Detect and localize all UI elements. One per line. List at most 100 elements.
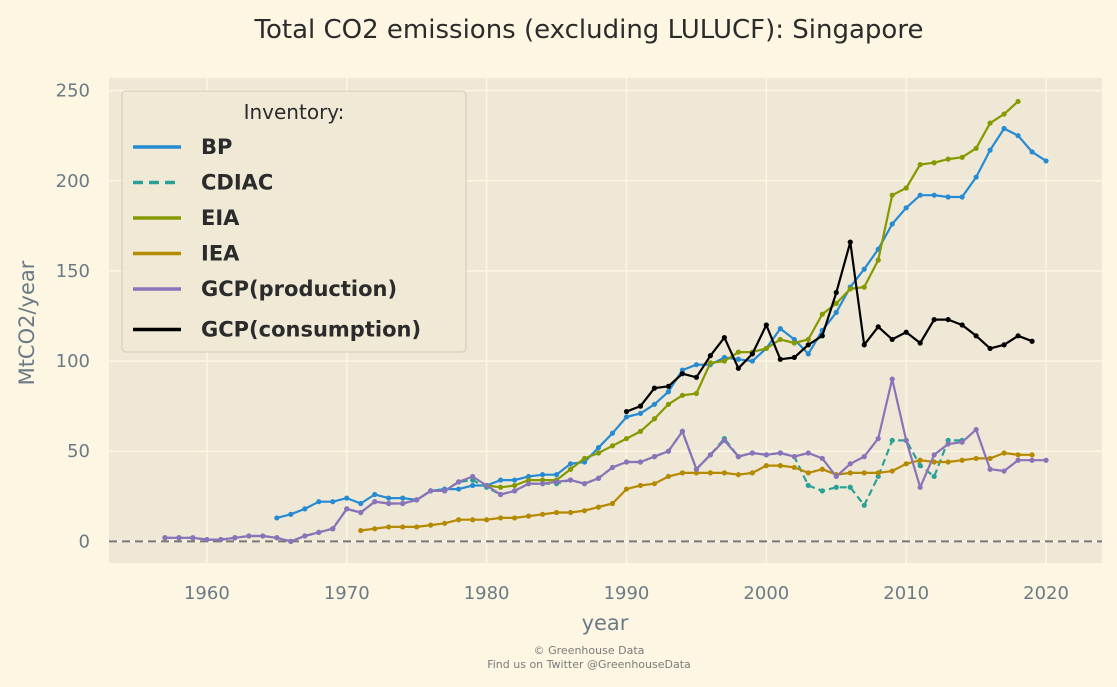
- data-point: [246, 533, 252, 539]
- data-point: [931, 473, 937, 480]
- data-point: [707, 360, 713, 366]
- data-point: [875, 435, 881, 442]
- data-point: [274, 535, 280, 541]
- data-point: [595, 445, 602, 451]
- data-point: [609, 500, 616, 507]
- data-point: [637, 410, 644, 416]
- data-point: [917, 340, 923, 346]
- data-point: [288, 538, 294, 544]
- data-point: [232, 535, 238, 541]
- data-point: [372, 499, 378, 505]
- data-point: [651, 385, 658, 391]
- data-point: [973, 145, 979, 151]
- data-point: [623, 414, 630, 420]
- y-tick-label: 200: [56, 171, 90, 192]
- legend-item-eia: EIA: [133, 206, 240, 230]
- x-tick-label: 1980: [464, 583, 510, 604]
- data-point: [693, 362, 700, 368]
- y-tick-labels: 0 50 100 150 200 250: [56, 81, 90, 553]
- data-point: [442, 520, 448, 526]
- data-point: [358, 509, 364, 516]
- data-point: [959, 439, 965, 445]
- y-tick-label: 100: [56, 351, 90, 372]
- data-point: [595, 450, 602, 456]
- data-point: [637, 403, 644, 409]
- x-tick-label: 2010: [883, 583, 929, 604]
- data-point: [1043, 158, 1049, 164]
- data-point: [903, 329, 909, 335]
- data-point: [581, 481, 588, 487]
- data-point: [721, 470, 727, 476]
- data-point: [931, 160, 937, 166]
- data-point: [651, 454, 658, 460]
- data-point: [973, 333, 979, 339]
- data-point: [428, 522, 434, 528]
- data-point: [623, 486, 630, 492]
- data-point: [791, 454, 797, 460]
- data-point: [525, 473, 532, 480]
- y-tick-label: 250: [56, 81, 90, 102]
- data-point: [805, 450, 811, 456]
- data-point: [651, 401, 658, 407]
- data-point: [889, 336, 895, 343]
- data-point: [959, 457, 965, 463]
- y-tick-label: 50: [67, 441, 90, 462]
- data-point: [679, 392, 686, 398]
- legend-label: GCP(consumption): [201, 318, 421, 342]
- data-point: [679, 428, 686, 434]
- series-line-gcp-production: [164, 378, 1047, 543]
- legend-label: BP: [201, 135, 232, 159]
- data-point: [456, 517, 462, 523]
- footer-credit: © Greenhouse Data: [534, 644, 645, 657]
- x-tick-label: 1970: [324, 583, 370, 604]
- data-point: [1015, 457, 1021, 463]
- data-point: [833, 300, 839, 306]
- data-point: [372, 526, 378, 532]
- data-point: [400, 524, 406, 530]
- data-point: [679, 367, 686, 373]
- data-point: [316, 499, 322, 505]
- data-point: [623, 408, 630, 415]
- data-point: [330, 499, 336, 505]
- data-point: [609, 443, 616, 449]
- data-point: [539, 511, 546, 517]
- data-point: [707, 470, 713, 476]
- data-point: [511, 515, 518, 521]
- data-point: [917, 484, 923, 490]
- data-point: [763, 322, 769, 328]
- x-tick-label: 2020: [1023, 583, 1069, 604]
- data-point: [903, 437, 909, 443]
- data-point: [330, 526, 336, 532]
- data-point: [805, 336, 811, 343]
- data-point: [484, 482, 490, 489]
- data-point: [721, 335, 727, 341]
- data-point: [833, 484, 839, 490]
- data-point: [400, 500, 406, 507]
- data-point: [959, 194, 965, 200]
- data-point: [693, 390, 700, 397]
- y-tick-label: 0: [79, 531, 90, 552]
- data-point: [777, 326, 783, 332]
- data-point: [889, 192, 895, 198]
- data-point: [190, 535, 196, 541]
- data-point: [903, 185, 909, 191]
- data-point: [917, 161, 923, 168]
- data-point: [749, 358, 755, 364]
- data-point: [693, 466, 700, 472]
- data-point: [665, 473, 672, 480]
- y-axis-label: MtCO2/year: [15, 260, 39, 385]
- data-point: [805, 342, 811, 348]
- series-lines: [162, 98, 1049, 544]
- data-point: [777, 463, 783, 469]
- data-point: [302, 533, 308, 539]
- data-point: [539, 472, 546, 478]
- data-point: [833, 309, 839, 315]
- data-point: [400, 495, 406, 501]
- data-point: [791, 336, 797, 343]
- data-point: [945, 316, 951, 323]
- data-point: [595, 504, 602, 510]
- data-point: [665, 401, 672, 407]
- data-point: [931, 459, 937, 465]
- data-point: [386, 524, 392, 530]
